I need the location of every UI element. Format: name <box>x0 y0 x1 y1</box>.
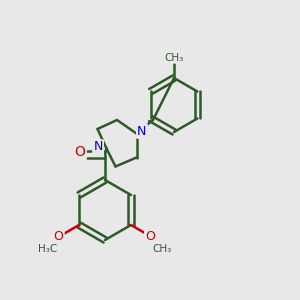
Text: CH₃: CH₃ <box>164 52 184 63</box>
Text: CH₃: CH₃ <box>152 244 172 254</box>
Text: N: N <box>137 124 147 138</box>
Text: N: N <box>93 140 103 154</box>
Text: O: O <box>54 230 64 243</box>
Text: H₃C: H₃C <box>38 244 58 254</box>
Text: O: O <box>75 145 86 159</box>
Text: O: O <box>145 230 155 243</box>
